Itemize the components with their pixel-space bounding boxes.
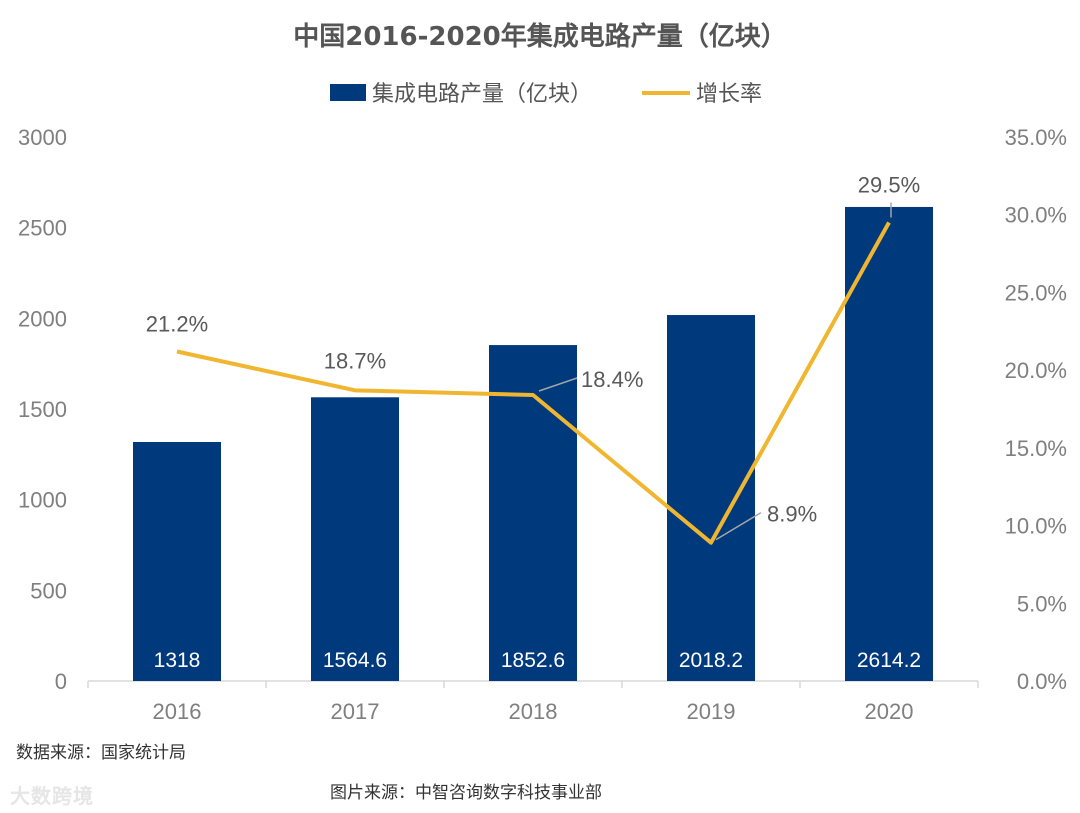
y-right-tick-label: 5.0% <box>1017 591 1067 616</box>
bar <box>845 206 933 681</box>
growth-rate-label: 18.4% <box>581 367 643 392</box>
bar-value-label: 1318 <box>154 649 201 672</box>
bar-value-label: 1852.6 <box>501 649 565 672</box>
growth-rate-series: 21.2% 18.7% 18.4% 8.9% 29.5% <box>146 172 920 545</box>
x-axis: 2016 2017 2018 2019 2020 <box>87 680 979 724</box>
bar-series: 1318 1564.6 1852.6 2018.2 2614.2 <box>133 206 933 681</box>
watermark: 大数跨境 <box>10 784 94 808</box>
y-left-tick-label: 1000 <box>18 488 67 513</box>
y-axis-left: 0 500 1000 1500 2000 2500 3000 <box>18 125 67 694</box>
x-tick-label: 2017 <box>331 699 380 724</box>
bar-value-label: 1564.6 <box>323 649 387 672</box>
growth-rate-line <box>176 221 891 545</box>
y-left-tick-label: 1500 <box>18 397 67 422</box>
y-left-tick-label: 500 <box>30 578 67 603</box>
data-source-note: 数据来源：国家统计局 <box>16 743 186 763</box>
x-tick-label: 2016 <box>153 699 202 724</box>
bar <box>667 315 755 681</box>
growth-rate-label: 21.2% <box>146 311 208 336</box>
legend-label-bar: 集成电路产量（亿块） <box>372 82 592 107</box>
y-right-tick-label: 35.0% <box>1005 125 1067 150</box>
y-left-tick-label: 2500 <box>18 216 67 241</box>
growth-rate-label: 29.5% <box>858 172 920 197</box>
image-source-note: 图片来源：中智咨询数字科技事业部 <box>330 783 602 803</box>
y-right-tick-label: 30.0% <box>1005 203 1067 228</box>
chart-title: 中国2016-2020年集成电路产量（亿块） <box>293 21 787 52</box>
y-right-tick-label: 10.0% <box>1005 514 1067 539</box>
growth-rate-label: 18.7% <box>324 348 386 373</box>
legend: 集成电路产量（亿块） 增长率 <box>330 82 762 107</box>
label-leader-line <box>538 377 578 392</box>
x-tick-label: 2019 <box>687 699 736 724</box>
y-right-tick-label: 20.0% <box>1005 358 1067 383</box>
legend-label-line: 增长率 <box>696 82 762 107</box>
y-axis-right: 0.0% 5.0% 10.0% 15.0% 20.0% 25.0% 30.0% 35.0% <box>1005 125 1067 694</box>
bar-value-label: 2614.2 <box>857 649 921 672</box>
label-leader-line <box>715 512 762 541</box>
legend-swatch-bar <box>330 84 366 101</box>
y-right-tick-label: 15.0% <box>1005 436 1067 461</box>
y-left-tick-label: 0 <box>55 669 67 694</box>
y-left-tick-label: 3000 <box>18 125 67 150</box>
bar <box>311 397 399 681</box>
y-right-tick-label: 25.0% <box>1005 280 1067 305</box>
bar <box>489 345 577 681</box>
bar <box>133 442 221 681</box>
y-left-tick-label: 2000 <box>18 306 67 331</box>
bar-value-label: 2018.2 <box>679 649 743 672</box>
y-right-tick-label: 0.0% <box>1017 669 1067 694</box>
x-tick-label: 2018 <box>509 699 558 724</box>
x-tick-label: 2020 <box>865 699 914 724</box>
growth-rate-label: 8.9% <box>767 502 817 527</box>
